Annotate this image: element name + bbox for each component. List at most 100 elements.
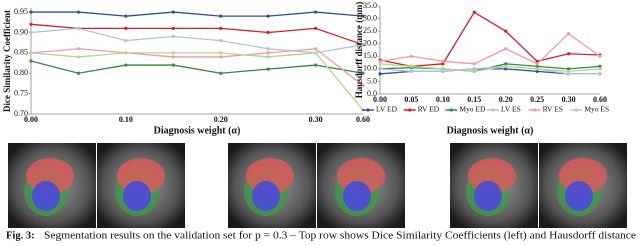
point <box>219 14 223 18</box>
series-line <box>30 23 364 46</box>
y-tick-label: 0.90 <box>14 27 28 36</box>
point <box>124 63 128 67</box>
legend-label: LV ES <box>501 105 521 114</box>
segmentation-images <box>8 143 627 228</box>
y-tick-label: 0.75 <box>14 88 28 97</box>
point <box>504 62 508 66</box>
point <box>29 10 33 14</box>
point <box>598 64 602 68</box>
x-axis-label: Diagnosis weight (α) <box>154 125 241 136</box>
point <box>504 29 508 33</box>
series-line <box>379 65 600 75</box>
legend-marker <box>366 108 370 112</box>
series-line <box>379 63 601 73</box>
x-tick-label: 0.15 <box>467 95 481 104</box>
point <box>472 67 476 71</box>
point <box>266 51 270 55</box>
point <box>29 51 33 55</box>
lv-region <box>123 181 151 211</box>
x-tick-label: 0.60 <box>593 95 607 104</box>
y-tick-label: 10.0 <box>363 64 377 73</box>
point <box>504 64 508 68</box>
legend-marker <box>574 108 578 112</box>
x-tick-label: 0.05 <box>404 95 418 104</box>
legend-label: LV ED <box>376 105 398 114</box>
point <box>361 83 365 88</box>
point <box>219 51 223 55</box>
y-tick-label: 25.0 <box>363 26 377 35</box>
lv-region <box>252 181 280 211</box>
point <box>409 69 414 73</box>
legend-label: Myo ES <box>584 105 609 114</box>
point <box>441 69 445 73</box>
point <box>266 30 270 35</box>
legend-marker <box>491 108 495 112</box>
y-tick-label: 0.95 <box>14 7 28 16</box>
series-line <box>30 27 364 54</box>
point <box>409 54 414 58</box>
lv-region <box>474 181 502 211</box>
point <box>566 32 571 36</box>
y-tick-label: 30.0 <box>363 13 377 22</box>
point <box>441 67 445 71</box>
y-axis-label: Dice Similarity Coefficient <box>2 10 12 112</box>
point <box>124 39 128 43</box>
y-tick-label: 0.80 <box>14 68 28 77</box>
point <box>313 51 318 55</box>
point <box>171 34 175 39</box>
point <box>313 63 318 67</box>
point <box>219 39 223 43</box>
lv-region <box>343 181 371 211</box>
point <box>219 26 223 30</box>
legend-marker <box>449 108 453 112</box>
point <box>171 63 175 67</box>
point <box>76 71 81 75</box>
legend-label: RV ED <box>418 105 440 114</box>
point <box>29 30 33 35</box>
point <box>441 62 445 66</box>
legend-label: RV ES <box>543 105 563 114</box>
point <box>535 59 539 63</box>
point <box>566 52 571 56</box>
point <box>598 67 602 71</box>
x-tick-label: 0.30 <box>562 95 576 104</box>
point <box>378 62 382 66</box>
point <box>472 69 476 73</box>
caption-label: Fig. 3: <box>6 230 35 241</box>
x-tick-label: 0.10 <box>436 95 450 104</box>
series-line <box>379 32 601 65</box>
x-tick-label: 0.20 <box>214 115 228 124</box>
point <box>171 51 175 55</box>
x-tick-label: 0.00 <box>24 115 38 124</box>
point <box>29 59 33 63</box>
point <box>361 43 365 47</box>
y-tick-label: 0.70 <box>14 109 28 118</box>
point <box>171 55 175 59</box>
point <box>566 67 571 71</box>
point <box>504 67 508 71</box>
y-tick-label: 15.0 <box>363 51 377 60</box>
point <box>76 10 81 14</box>
point <box>124 26 128 30</box>
point <box>171 10 175 14</box>
point <box>504 47 508 51</box>
x-tick-label: 0.00 <box>373 95 387 104</box>
x-tick-label: 0.20 <box>499 95 513 104</box>
y-tick-label: 20.0 <box>363 39 377 48</box>
point <box>472 62 476 66</box>
series-line <box>30 48 364 86</box>
lv-region <box>32 181 60 211</box>
x-tick-label: 0.25 <box>530 95 544 104</box>
series-line <box>30 60 364 74</box>
point <box>361 14 365 18</box>
caption-text: Segmentation results on the validation s… <box>44 230 636 241</box>
point <box>29 22 33 26</box>
series-line <box>379 11 601 67</box>
point <box>313 47 318 51</box>
x-axis-label: Diagnosis weight (α) <box>447 125 534 136</box>
point <box>409 64 414 68</box>
legend-label: Myo ED <box>459 105 486 114</box>
point <box>378 72 382 76</box>
point <box>266 47 270 51</box>
y-axis-label: Hausdorff distance (mm) <box>354 2 364 99</box>
